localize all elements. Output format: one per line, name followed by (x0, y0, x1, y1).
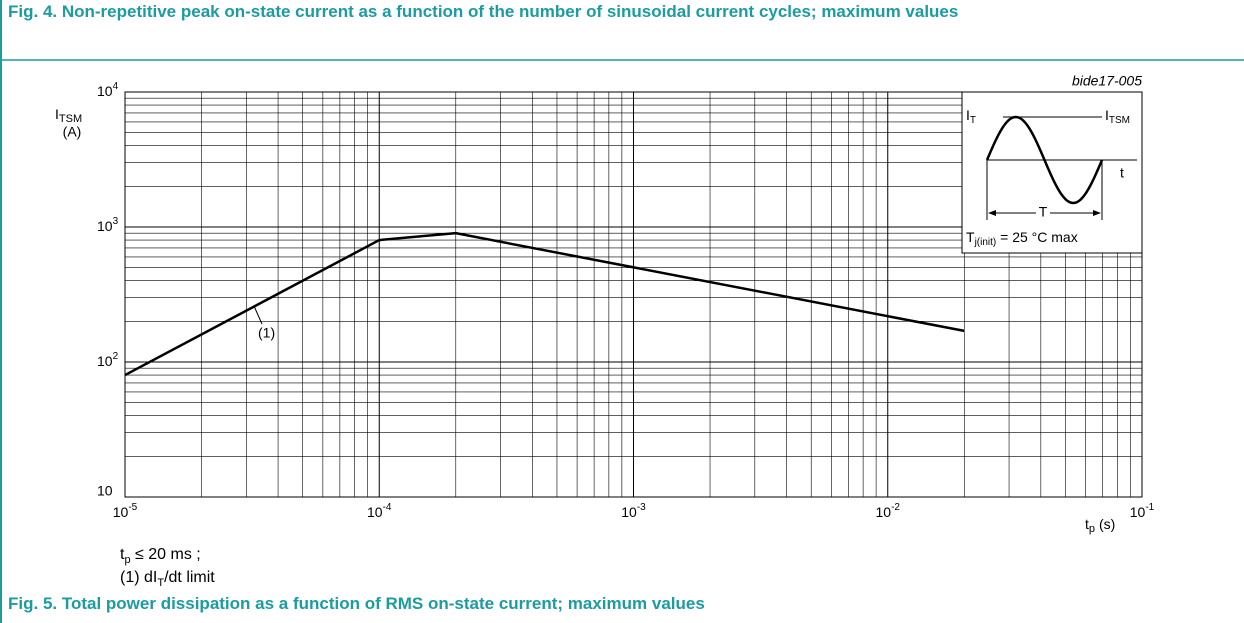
x-tick-label: 10-1 (1130, 502, 1155, 520)
series-annotation: (1) (258, 325, 275, 341)
label-sub: p (1089, 523, 1095, 535)
inset-period-label: T (1039, 204, 1048, 220)
label-sub: j(init) (974, 237, 997, 248)
footer: Fig. 5. Total power dissipation as a fun… (8, 594, 705, 613)
inset-label: IT (966, 107, 976, 126)
figure-code: bide17-005 (1072, 73, 1142, 89)
label-rest: = 25 °C max (996, 229, 1077, 245)
tick-exponent: 2 (113, 351, 119, 362)
note: tp ≤ 20 ms ; (120, 546, 201, 566)
plot-border (124, 91, 1143, 498)
figure-title: Fig. 4. Non-repetitive peak on-state cur… (8, 2, 959, 21)
tick-base: 10 (621, 504, 637, 520)
label-sub: TSM (59, 113, 82, 125)
tick-base: 10 (97, 83, 113, 99)
annotation-leader (253, 305, 263, 325)
label-main: I (55, 106, 59, 122)
label-main: I (1105, 107, 1109, 123)
y-tick-label: 104 (97, 81, 119, 99)
note-text: ≤ 20 ms ; (130, 546, 201, 563)
inset-box (961, 91, 1143, 254)
x-tick-label: 10-2 (876, 502, 901, 520)
y-tick-label: 103 (97, 216, 119, 234)
tick-base: 10 (97, 218, 113, 234)
label-unit: (s) (1099, 516, 1115, 532)
label-main: t (1085, 516, 1089, 532)
tick-exponent: -3 (637, 502, 646, 513)
data-line (124, 231, 965, 377)
tick-base: 10 (113, 504, 129, 520)
x-tick-label: 10-5 (113, 502, 138, 520)
note: (1) dIT/dt limit (120, 569, 215, 589)
tick-base: 10 (1130, 504, 1146, 520)
tick-exponent: -5 (128, 502, 137, 513)
inset-label: ITSM (1105, 107, 1130, 126)
note-text: /dt limit (164, 569, 215, 586)
tick-base: 10 (367, 504, 383, 520)
tick-exponent: -2 (891, 502, 900, 513)
tick-base: 10 (97, 353, 113, 369)
label-sub: T (970, 115, 976, 126)
note-sub: T (157, 577, 165, 590)
period-label-bg (1036, 205, 1050, 221)
tick-exponent: 4 (113, 81, 119, 92)
inset-condition: Tj(init) = 25 °C max (966, 229, 1078, 248)
tick-exponent: 3 (113, 216, 119, 227)
note-text: t (120, 546, 125, 563)
tick-exponent: -4 (383, 502, 392, 513)
plot: 10-5 10-4 10-3 10-2 10-110102103104ITSM(A)tp… (55, 73, 1155, 535)
y-tick-label: 102 (97, 351, 119, 369)
tick-exponent: -1 (1145, 502, 1154, 513)
label-main: I (966, 107, 970, 123)
label-sub: TSM (1109, 115, 1130, 126)
note-text: (1) dI (120, 569, 158, 586)
y-tick-label: 10 (97, 483, 113, 499)
note-sub: p (124, 554, 131, 567)
tick-base: 10 (876, 504, 892, 520)
x-axis-label: tp (s) (1085, 516, 1115, 535)
label-main: T (966, 229, 975, 245)
inset-label: t (1120, 165, 1124, 181)
x-tick-label: 10-3 (621, 502, 646, 520)
inset-sine (985, 115, 1104, 205)
y-axis-unit: (A) (63, 124, 82, 140)
x-tick-label: 10-4 (367, 502, 392, 520)
y-axis-label: ITSM (55, 106, 82, 125)
